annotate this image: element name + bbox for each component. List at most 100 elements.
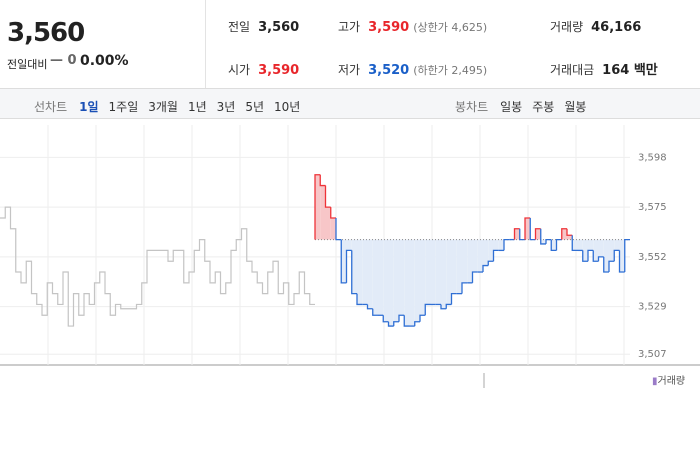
step	[540, 228, 546, 245]
stat: 시가 3,590	[228, 59, 299, 78]
area	[567, 235, 573, 240]
step	[519, 228, 525, 241]
y-tick-label: 3,529	[638, 302, 667, 313]
area	[582, 239, 588, 262]
stat-note: (하한가 2,495)	[413, 64, 488, 77]
step	[356, 293, 363, 306]
area	[614, 239, 620, 251]
area	[483, 239, 489, 266]
area	[551, 239, 557, 251]
step	[524, 217, 531, 240]
area	[467, 239, 473, 283]
area	[320, 185, 326, 240]
stat: 전일 3,560	[228, 16, 299, 35]
change-value: 0	[67, 53, 77, 68]
tab[interactable]: 1일	[79, 100, 99, 114]
area	[598, 239, 604, 257]
area	[593, 239, 599, 262]
area	[609, 239, 615, 262]
area	[498, 239, 504, 251]
area	[325, 207, 331, 240]
step	[534, 228, 541, 240]
stat-label: 거래량	[550, 20, 584, 34]
tab[interactable]: 3년	[216, 100, 236, 114]
tab-label: 봉차트	[455, 100, 489, 114]
tab[interactable]: 3개월	[148, 100, 178, 114]
area	[488, 239, 494, 262]
step	[414, 321, 420, 327]
area	[330, 217, 336, 240]
stat-value: 164 백만	[602, 63, 658, 78]
area	[367, 239, 373, 309]
stat-value: 3,590	[258, 63, 300, 78]
step	[608, 260, 615, 273]
step	[618, 250, 625, 273]
stat-value: 3,520	[368, 63, 410, 78]
step	[372, 308, 378, 316]
area	[430, 239, 436, 305]
area	[514, 228, 520, 240]
legend-label: 거래량	[657, 376, 686, 387]
change: — 0	[50, 53, 77, 68]
area	[446, 239, 452, 305]
step	[450, 292, 457, 305]
step	[555, 238, 562, 251]
step	[366, 304, 373, 310]
step	[398, 314, 405, 322]
area	[409, 239, 415, 327]
rate: 0.00%	[80, 53, 129, 69]
area	[341, 239, 347, 283]
area	[425, 239, 431, 305]
area	[477, 239, 483, 273]
area	[572, 239, 578, 251]
area	[456, 239, 462, 294]
tab[interactable]: 주봉	[532, 100, 555, 114]
step	[592, 250, 599, 262]
area	[414, 239, 420, 322]
price: 3,560	[7, 18, 85, 48]
stat-label: 거래대금	[550, 63, 595, 77]
step	[624, 238, 630, 273]
tab[interactable]: 1주일	[108, 100, 139, 114]
step	[613, 249, 620, 262]
tab[interactable]: 월봉	[564, 100, 587, 114]
step	[403, 315, 410, 327]
area	[357, 239, 363, 305]
area	[315, 174, 321, 240]
area	[493, 239, 499, 251]
chart: 3,507 3,529 3,552 3,575 3,598	[0, 125, 700, 388]
line	[0, 206, 315, 327]
y-tick-label: 3,598	[638, 152, 667, 163]
area	[378, 239, 384, 316]
y-tick-label: 3,552	[638, 252, 667, 263]
step	[319, 174, 326, 187]
step	[561, 228, 567, 240]
step	[582, 250, 588, 262]
tab[interactable]: 일봉	[500, 100, 523, 114]
area	[372, 239, 378, 316]
step	[603, 256, 609, 273]
step	[387, 321, 394, 327]
candle-tabs: 봉차트 일봉 주봉 월봉	[455, 96, 596, 115]
step	[330, 207, 336, 219]
step	[487, 260, 494, 266]
stat: 저가 3,520 (하한가 2,495)	[338, 59, 487, 78]
tab[interactable]: 10년	[274, 100, 301, 114]
step	[482, 264, 489, 273]
step	[461, 282, 468, 294]
area	[588, 239, 594, 251]
legend: ▮거래량	[652, 376, 686, 387]
y-tick-label: 3,507	[638, 349, 667, 360]
area	[561, 228, 567, 240]
tab[interactable]: 1년	[187, 100, 207, 114]
stat-note: (상한가 4,625)	[413, 21, 488, 34]
divider	[205, 0, 206, 88]
area	[451, 239, 457, 294]
tab-bar	[0, 89, 700, 119]
stat: 고가 3,590 (상한가 4,625)	[338, 16, 487, 35]
area	[472, 239, 478, 273]
area	[362, 239, 368, 305]
tab[interactable]: 5년	[245, 100, 265, 114]
stat-label: 저가	[338, 63, 361, 77]
